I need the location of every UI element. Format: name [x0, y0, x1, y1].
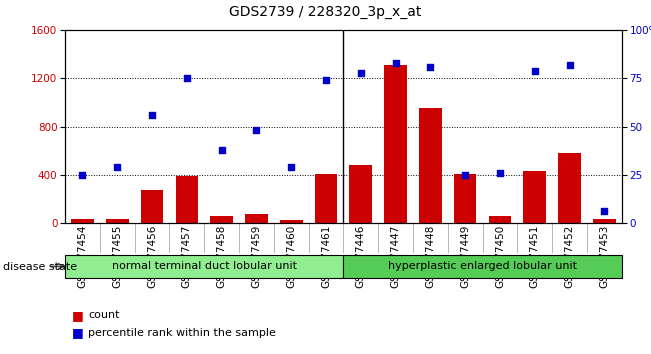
Bar [65, 255, 344, 278]
Bar [176, 176, 198, 223]
Point [460, 172, 471, 178]
Text: ■: ■ [72, 326, 83, 339]
Point [182, 75, 192, 81]
Point [216, 147, 227, 153]
Bar [523, 171, 546, 223]
Point [599, 209, 609, 214]
Bar [558, 153, 581, 223]
Text: count: count [88, 310, 119, 320]
Bar [384, 65, 407, 223]
Bar [210, 216, 233, 223]
Bar [106, 219, 129, 223]
Point [147, 112, 158, 118]
Bar [141, 190, 163, 223]
Text: GDS2739 / 228320_3p_x_at: GDS2739 / 228320_3p_x_at [229, 5, 422, 19]
Point [112, 164, 122, 170]
Point [529, 68, 540, 73]
Text: percentile rank within the sample: percentile rank within the sample [88, 328, 276, 338]
Point [251, 127, 262, 133]
Bar [344, 255, 622, 278]
Bar [245, 214, 268, 223]
Point [391, 60, 401, 66]
Bar [454, 173, 477, 223]
Point [321, 78, 331, 83]
Text: normal terminal duct lobular unit: normal terminal duct lobular unit [112, 261, 297, 272]
Point [425, 64, 436, 70]
Bar [350, 165, 372, 223]
Point [355, 70, 366, 75]
Bar [314, 173, 337, 223]
Point [77, 172, 88, 178]
Text: ■: ■ [72, 309, 83, 321]
Text: disease state: disease state [3, 262, 77, 272]
Bar [593, 219, 616, 223]
Bar [489, 216, 511, 223]
Point [495, 170, 505, 176]
Text: hyperplastic enlarged lobular unit: hyperplastic enlarged lobular unit [388, 261, 577, 272]
Bar [71, 219, 94, 223]
Point [564, 62, 575, 68]
Bar [280, 220, 303, 223]
Bar [419, 108, 441, 223]
Point [286, 164, 296, 170]
